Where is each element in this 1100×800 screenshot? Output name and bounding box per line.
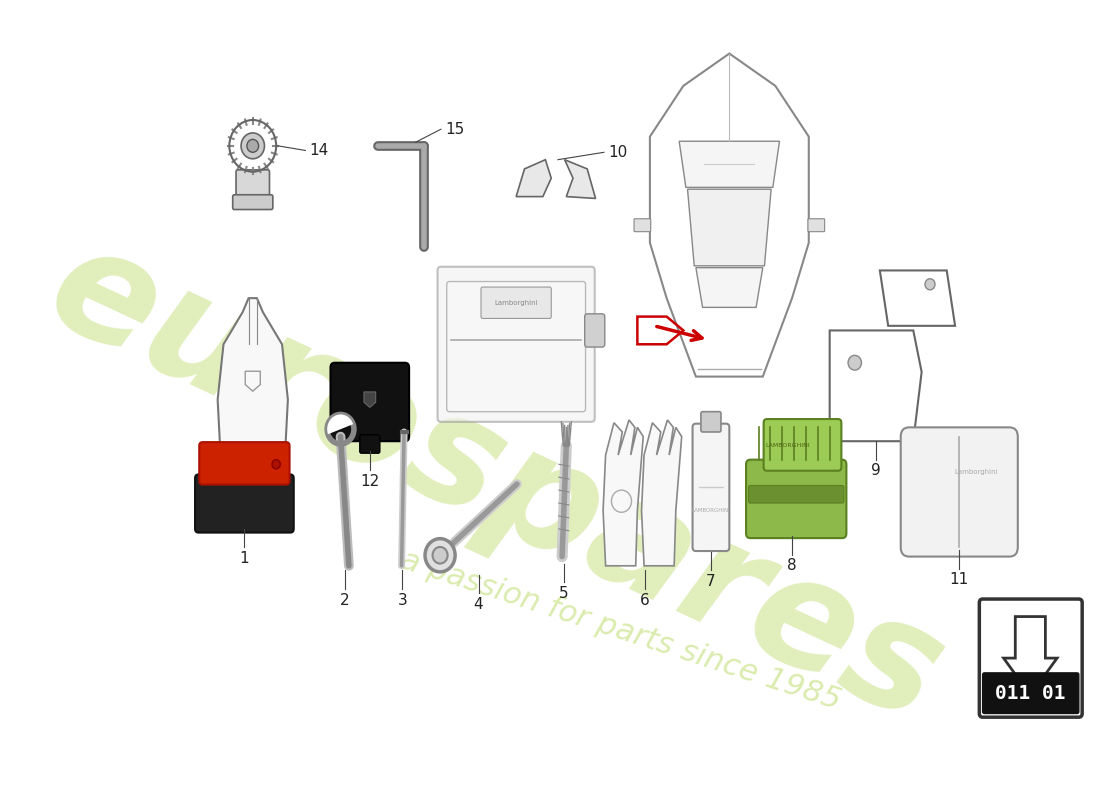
Polygon shape (1003, 617, 1057, 695)
Text: 4: 4 (474, 597, 483, 612)
FancyBboxPatch shape (901, 427, 1018, 557)
Text: 10: 10 (608, 145, 627, 160)
Text: 1: 1 (240, 551, 250, 566)
Text: LAMBORGHINI: LAMBORGHINI (692, 508, 730, 513)
FancyBboxPatch shape (763, 419, 842, 470)
FancyBboxPatch shape (701, 412, 721, 432)
Text: 7: 7 (706, 574, 716, 589)
Text: 9: 9 (871, 463, 880, 478)
Polygon shape (650, 54, 808, 377)
FancyBboxPatch shape (236, 170, 270, 202)
Text: 6: 6 (640, 593, 650, 607)
Polygon shape (641, 420, 682, 566)
FancyBboxPatch shape (749, 486, 844, 503)
Circle shape (848, 355, 861, 370)
FancyBboxPatch shape (746, 460, 846, 538)
FancyBboxPatch shape (634, 218, 651, 232)
FancyBboxPatch shape (330, 362, 409, 442)
Text: Lamborghini: Lamborghini (494, 300, 538, 306)
FancyBboxPatch shape (199, 442, 289, 485)
Polygon shape (603, 420, 644, 566)
Text: 14: 14 (309, 143, 329, 158)
Polygon shape (679, 142, 780, 187)
FancyBboxPatch shape (807, 218, 825, 232)
Text: a passion for parts since 1985: a passion for parts since 1985 (397, 546, 845, 715)
Text: 13: 13 (243, 486, 263, 502)
Text: 5: 5 (559, 586, 569, 601)
Polygon shape (364, 392, 376, 407)
FancyBboxPatch shape (979, 599, 1082, 717)
Polygon shape (218, 298, 288, 464)
Polygon shape (516, 160, 551, 197)
Text: 15: 15 (446, 122, 464, 137)
FancyBboxPatch shape (195, 474, 294, 533)
FancyBboxPatch shape (693, 424, 729, 551)
Circle shape (241, 133, 264, 158)
Wedge shape (327, 414, 353, 434)
Text: 11: 11 (949, 572, 969, 587)
Text: Lamborghini: Lamborghini (954, 469, 998, 474)
FancyBboxPatch shape (982, 673, 1079, 714)
Polygon shape (688, 190, 771, 266)
Polygon shape (696, 268, 762, 307)
FancyBboxPatch shape (438, 266, 595, 422)
FancyBboxPatch shape (585, 314, 605, 347)
Text: 8: 8 (788, 558, 796, 574)
Text: 3: 3 (397, 593, 407, 607)
Text: eurospares: eurospares (26, 211, 965, 754)
Polygon shape (564, 160, 595, 198)
FancyBboxPatch shape (447, 282, 585, 412)
Circle shape (432, 547, 448, 563)
Circle shape (425, 538, 455, 572)
FancyBboxPatch shape (481, 287, 551, 318)
Text: 011 01: 011 01 (996, 684, 1066, 702)
Text: LAMBORGHINI: LAMBORGHINI (766, 443, 811, 448)
Circle shape (246, 139, 258, 152)
Polygon shape (829, 330, 922, 442)
Circle shape (272, 460, 280, 469)
FancyBboxPatch shape (233, 194, 273, 210)
Text: 2: 2 (340, 593, 350, 607)
FancyBboxPatch shape (360, 434, 379, 454)
Polygon shape (880, 270, 955, 326)
Text: 12: 12 (360, 474, 379, 489)
Circle shape (925, 278, 935, 290)
